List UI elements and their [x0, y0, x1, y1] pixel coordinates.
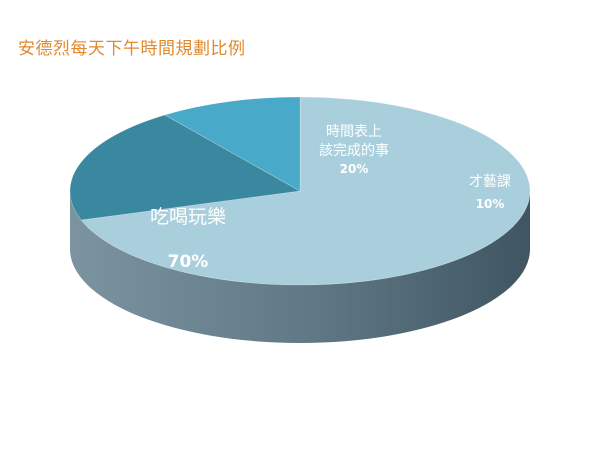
pie-top-group [69, 96, 531, 286]
slice-label-0: 吃喝玩樂 [150, 206, 226, 228]
pie-slice-1 [69, 114, 301, 221]
pie-side-wall [70, 191, 530, 343]
slice-value-0: 70% [168, 252, 209, 272]
slice-label-2: 才藝課 [469, 174, 511, 190]
slice-value-1: 20% [340, 162, 369, 176]
slice-label-1: 時間表上 [326, 124, 382, 140]
pie-slice-0 [80, 96, 531, 286]
pie-side-group [70, 191, 530, 343]
pie-slice-2 [164, 96, 301, 192]
chart-title: 安德烈每天下午時間規劃比例 [18, 39, 246, 59]
slice-label-line2-1: 該完成的事 [319, 143, 389, 159]
slice-value-2: 10% [476, 197, 505, 211]
